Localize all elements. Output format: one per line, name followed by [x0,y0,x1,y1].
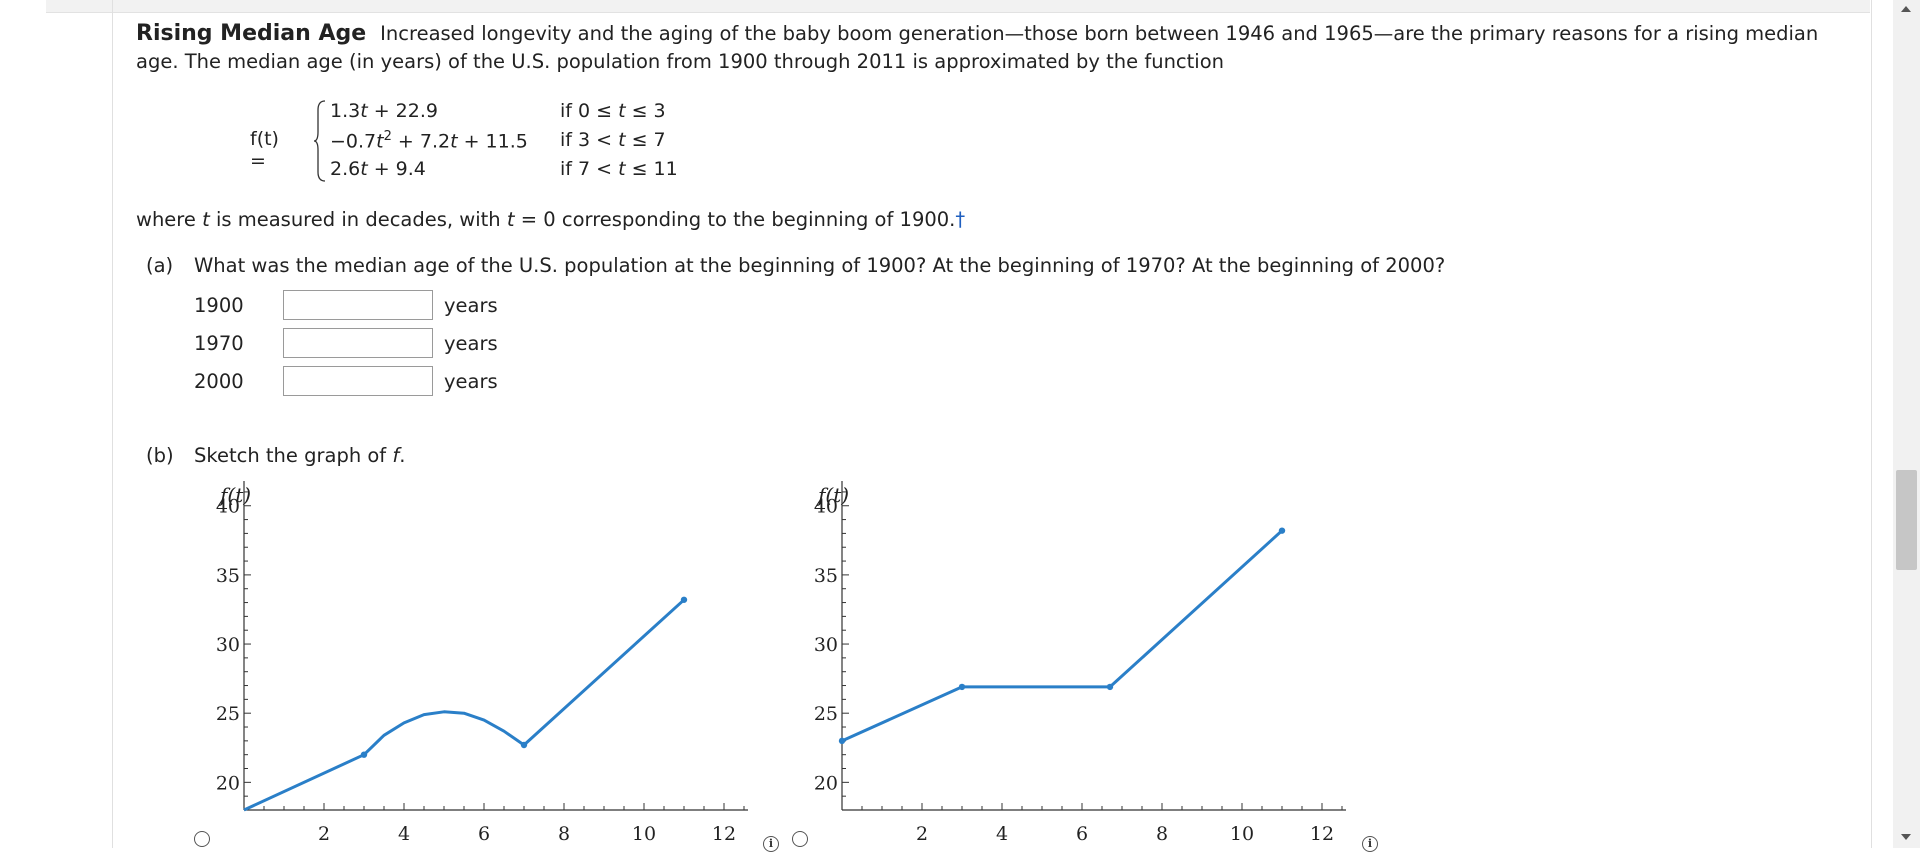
x-tick-label: 6 [1076,823,1088,845]
data-point [958,683,966,691]
x-tick-label: 8 [1156,823,1168,845]
y-tick-label: 40 [216,496,240,518]
answer-input-1900[interactable] [283,290,433,320]
x-tick-label: 2 [318,823,330,845]
info-icon[interactable]: i [1362,836,1378,852]
graph-option-1: f(t)202530354024681012t [216,481,748,845]
y-tick-label: 30 [814,634,838,656]
footnote-link[interactable]: † [955,208,966,231]
data-point [360,751,368,758]
scroll-up-icon[interactable] [1901,6,1911,12]
x-tick-label: 6 [478,823,490,845]
y-tick-label: 40 [814,496,838,518]
piece-expr-1: 1.3t + 22.9 [330,100,438,122]
content-panel [112,0,1872,848]
y-tick-label: 30 [216,634,240,656]
answer-unit: years [444,332,498,355]
problem-intro: Rising Median Age Increased longevity and… [136,20,1836,76]
graph-option-2-radio[interactable] [792,831,808,847]
answer-year-label: 2000 [194,370,244,393]
x-tick-label: 12 [712,823,736,845]
y-axis-label: f(t) [816,483,849,507]
x-tick-label: 2 [916,823,928,845]
x-tick-label: 10 [1230,823,1254,845]
intro-line-2: age. The median age (in years) of the U.… [136,50,1225,73]
top-toolbar-strip [46,0,1870,13]
piece-cond-2: if 3 < t ≤ 7 [560,129,666,151]
function-label: f(t) = [250,128,279,172]
x-tick-label: 4 [398,823,410,845]
piece-expr-3: 2.6t + 9.4 [330,158,426,180]
series-line [243,598,686,812]
data-point [520,741,528,749]
part-a-text: What was the median age of the U.S. popu… [194,254,1446,277]
data-point [680,596,688,603]
y-tick-label: 25 [814,703,838,725]
x-tick-label: 12 [1310,823,1334,845]
x-tick-label: 4 [996,823,1008,845]
vertical-scrollbar[interactable] [1893,0,1920,848]
info-icon[interactable]: i [763,836,779,852]
answer-input-2000[interactable] [283,366,433,396]
intro-line-1: Increased longevity and the aging of the… [380,22,1819,45]
where-sentence: where t is measured in decades, with t =… [136,208,956,231]
x-tick-label: 10 [632,823,656,845]
y-axis-label: f(t) [218,483,251,507]
y-tick-label: 35 [814,565,838,587]
scrollbar-thumb[interactable] [1896,470,1917,570]
answer-year-label: 1900 [194,294,244,317]
data-point [838,737,846,745]
where-text: where t is measured in decades, with t =… [136,208,965,231]
y-tick-label: 35 [216,565,240,587]
y-tick-label: 20 [216,772,240,794]
part-b-question: (b) Sketch the graph of f. [146,444,405,467]
part-b-label: (b) [146,444,174,467]
y-tick-label: 20 [814,772,838,794]
piece-cond-1: if 0 ≤ t ≤ 3 [560,100,666,122]
part-b-text: Sketch the graph of f. [194,444,406,467]
part-a-label: (a) [146,254,174,277]
piece-expr-2: −0.7t2 + 7.2t + 11.5 [330,129,528,153]
problem-title: Rising Median Age [136,21,367,46]
answer-input-1970[interactable] [283,328,433,358]
x-tick-label: 8 [558,823,570,845]
series-line [841,529,1284,743]
answer-unit: years [444,294,498,317]
scroll-down-icon[interactable] [1901,834,1911,840]
brace-icon [314,100,326,182]
answer-unit: years [444,370,498,393]
data-point [1106,683,1114,691]
graph-option-2: f(t)202530354024681012t [814,481,1346,845]
part-a-question: (a) What was the median age of the U.S. p… [146,254,1445,277]
graph-option-1-radio[interactable] [194,831,210,847]
data-point [1278,527,1286,534]
answer-year-label: 1970 [194,332,244,355]
piece-cond-3: if 7 < t ≤ 11 [560,158,678,180]
y-tick-label: 25 [216,703,240,725]
